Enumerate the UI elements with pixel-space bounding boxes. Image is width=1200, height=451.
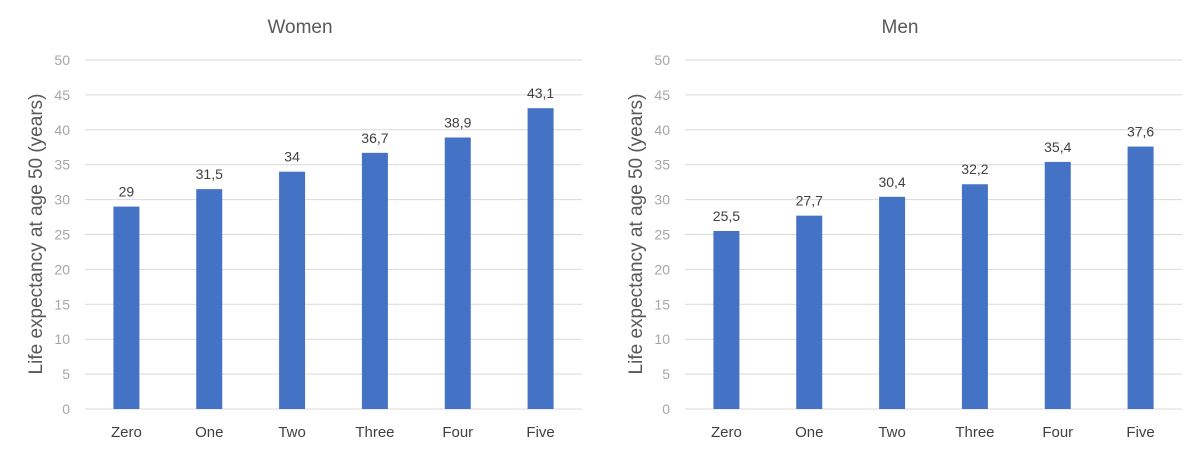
x-tick-label: Two <box>878 424 906 441</box>
chart-title: Men <box>882 17 919 38</box>
data-label: 25,5 <box>713 208 740 224</box>
bar-three <box>961 184 988 409</box>
chart-title: Women <box>267 17 332 38</box>
y-tick-label: 50 <box>54 52 70 68</box>
y-tick-label: 0 <box>62 401 70 417</box>
y-tick-label: 20 <box>54 261 70 277</box>
bar-two <box>279 171 306 409</box>
men-chart: Men Life expectancy at age 50 (years) 0 5… <box>626 17 1182 441</box>
bar-four <box>444 137 471 409</box>
data-label: 29 <box>119 184 135 200</box>
y-tick-label: 0 <box>662 401 670 417</box>
bar-zero <box>113 206 140 409</box>
data-label: 35,4 <box>1044 139 1071 155</box>
x-tick-label: One <box>795 424 823 441</box>
x-tick-label: Three <box>955 424 994 441</box>
y-tick-label: 5 <box>62 366 70 382</box>
y-tick-label: 10 <box>54 331 70 347</box>
y-tick-label: 30 <box>54 192 70 208</box>
data-label: 36,7 <box>361 130 388 146</box>
data-label: 32,2 <box>961 161 988 177</box>
data-label: 34 <box>284 149 300 165</box>
data-label: 37,6 <box>1127 124 1154 140</box>
y-axis-label: Life expectancy at age 50 (years) <box>626 94 647 375</box>
y-tick-label: 50 <box>654 52 670 68</box>
bar-five <box>1127 146 1154 409</box>
y-tick-label: 35 <box>654 157 670 173</box>
x-tick-label: Zero <box>711 424 742 441</box>
data-label: 30,4 <box>878 174 905 190</box>
x-tick-label: Five <box>526 424 554 441</box>
data-label: 43,1 <box>527 85 554 101</box>
y-tick-label: 10 <box>654 331 670 347</box>
y-axis-label: Life expectancy at age 50 (years) <box>26 94 47 375</box>
x-tick-label: Four <box>442 424 473 441</box>
bar-four <box>1044 161 1071 409</box>
data-label: 31,5 <box>196 166 223 182</box>
y-tick-label: 5 <box>662 366 670 382</box>
y-tick-label: 15 <box>654 296 670 312</box>
bar-one <box>196 189 223 409</box>
x-tick-label: Two <box>278 424 306 441</box>
bar-zero <box>713 231 740 409</box>
y-tick-label: 45 <box>654 87 670 103</box>
bar-three <box>361 152 388 410</box>
x-tick-label: Four <box>1042 424 1073 441</box>
y-tick-label: 15 <box>54 296 70 312</box>
x-tick-label: One <box>195 424 223 441</box>
x-tick-label: Three <box>355 424 394 441</box>
bar-one <box>796 215 823 409</box>
y-tick-label: 45 <box>54 87 70 103</box>
y-tick-label: 40 <box>54 122 70 138</box>
x-tick-label: Zero <box>111 424 142 441</box>
bar-two <box>879 196 906 409</box>
y-tick-label: 25 <box>654 227 670 243</box>
data-label: 27,7 <box>796 193 823 209</box>
y-tick-label: 25 <box>54 227 70 243</box>
women-chart: Women Life expectancy at age 50 (years) … <box>26 17 582 441</box>
bar-five <box>527 108 554 410</box>
y-tick-label: 20 <box>654 261 670 277</box>
x-tick-label: Five <box>1126 424 1154 441</box>
y-tick-label: 30 <box>654 192 670 208</box>
y-tick-label: 35 <box>54 157 70 173</box>
y-tick-label: 40 <box>654 122 670 138</box>
data-label: 38,9 <box>444 114 471 130</box>
